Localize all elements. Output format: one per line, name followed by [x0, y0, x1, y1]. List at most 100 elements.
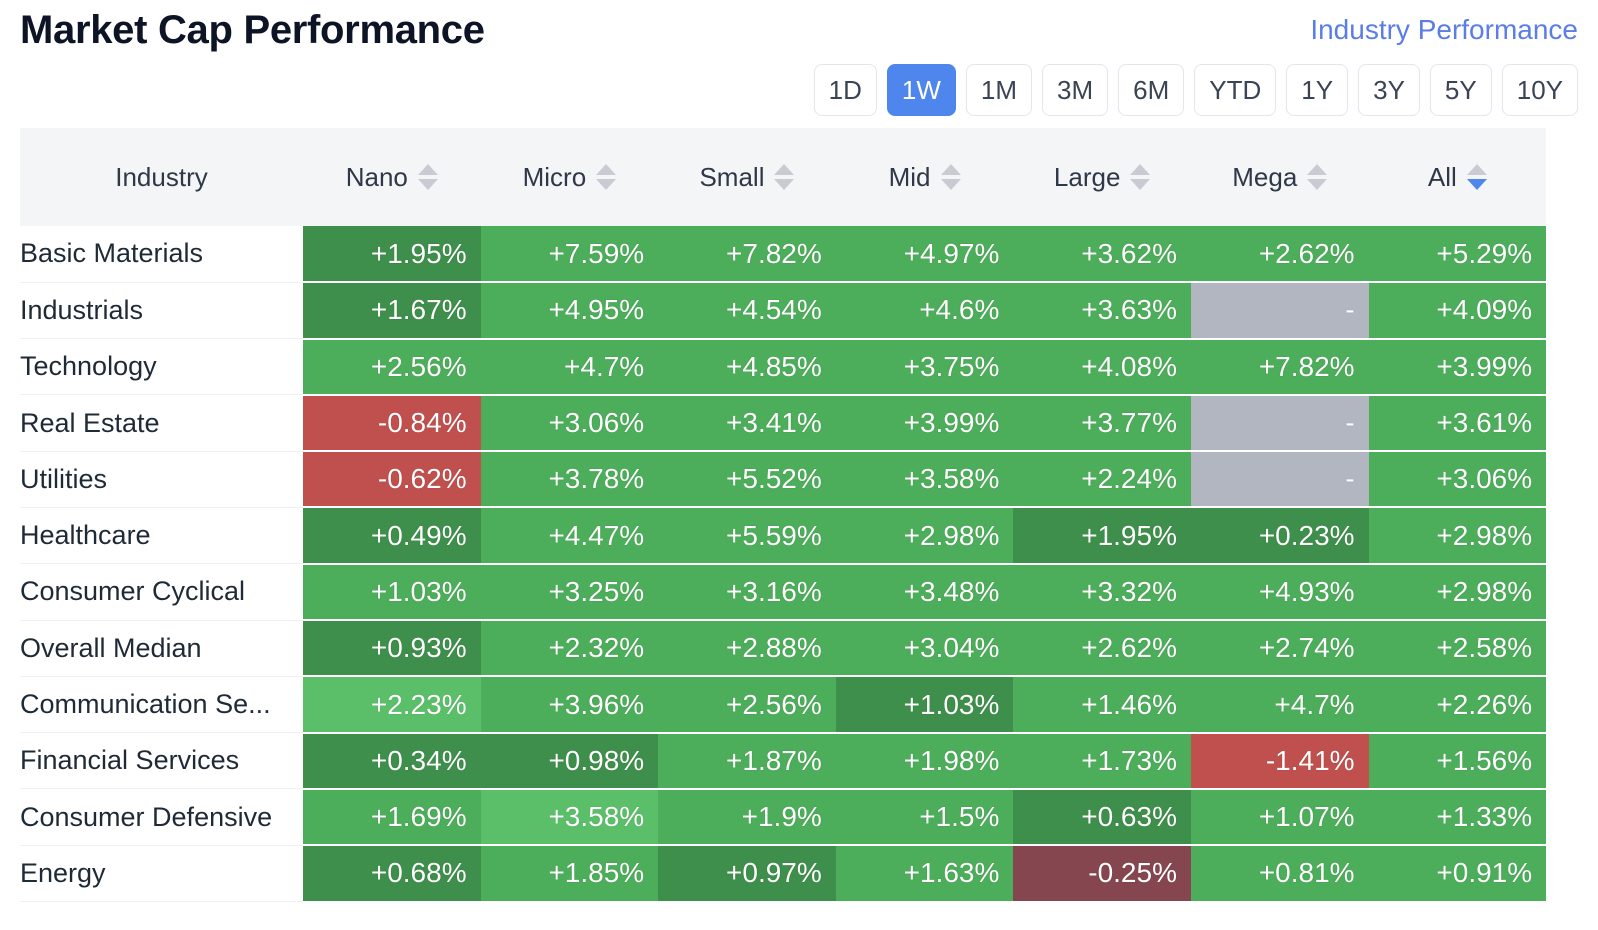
- performance-cell-micro: +0.98%: [480, 732, 659, 790]
- table-row[interactable]: Energy +0.68% +1.85% +0.97% +1.63% -0.25% +0.8…: [20, 845, 1547, 903]
- column-header-inner: Industry: [115, 162, 208, 193]
- period-button-1w[interactable]: 1W: [886, 64, 956, 116]
- column-header-inner: Large: [1054, 162, 1151, 193]
- performance-cell-large: +3.63%: [1013, 282, 1191, 340]
- performance-cell-small: +5.52%: [658, 451, 836, 509]
- sort-icon[interactable]: [596, 164, 617, 190]
- performance-cell-large: +1.73%: [1013, 732, 1191, 790]
- column-header-label: Mid: [888, 161, 931, 192]
- industry-performance-link[interactable]: Industry Performance: [1310, 14, 1578, 45]
- performance-cell-large: +3.77%: [1013, 394, 1191, 453]
- industry-name-cell[interactable]: Energy: [20, 845, 303, 903]
- sort-icon[interactable]: [1130, 164, 1151, 190]
- performance-cell-small: +3.16%: [658, 563, 836, 622]
- industry-name-cell[interactable]: Real Estate: [20, 394, 303, 452]
- table-row[interactable]: Real Estate -0.84% +3.06% +3.41% +3.99% +3.77…: [20, 394, 1547, 453]
- performance-cell-large: +3.32%: [1013, 563, 1191, 622]
- performance-cell-micro: +7.59%: [480, 226, 659, 284]
- performance-cell-nano: -0.84%: [303, 394, 481, 453]
- table-row[interactable]: Basic Materials +1.95% +7.59% +7.82% +4.97% +…: [20, 226, 1547, 284]
- performance-cell-all: +5.29%: [1368, 226, 1547, 284]
- table-row[interactable]: Healthcare +0.49% +4.47% +5.59% +2.98% +1.95%…: [20, 507, 1547, 565]
- performance-cell-small: +1.9%: [658, 788, 836, 847]
- period-button-3m[interactable]: 3M: [1042, 64, 1109, 116]
- table-row[interactable]: Overall Median +0.93% +2.32% +2.88% +3.04% +2…: [20, 620, 1547, 678]
- performance-cell-micro: +3.58%: [480, 788, 659, 847]
- performance-cell-nano: +0.49%: [303, 507, 481, 565]
- performance-cell-small: +5.59%: [658, 507, 836, 565]
- table-row[interactable]: Industrials +1.67% +4.95% +4.54% +4.6% +3.63%…: [20, 282, 1547, 340]
- industry-name-cell[interactable]: Industrials: [20, 282, 303, 340]
- performance-cell-small: +3.41%: [658, 394, 836, 453]
- table-row[interactable]: Communication Se... +2.23% +3.96% +2.56% +1.…: [20, 676, 1547, 734]
- sort-descending-arrow-icon: [1466, 179, 1487, 190]
- performance-cell-nano: +2.23%: [303, 676, 481, 734]
- sort-icon[interactable]: [774, 164, 795, 190]
- period-selector: 1D 1W 1M 3M 6M YTD 1Y 3Y 5Y 10Y: [813, 64, 1578, 116]
- industry-name-cell[interactable]: Consumer Cyclical: [20, 563, 303, 621]
- period-button-1m[interactable]: 1M: [965, 64, 1033, 116]
- performance-cell-mega: +0.23%: [1190, 507, 1369, 565]
- column-header-micro[interactable]: Micro: [480, 128, 659, 226]
- performance-cell-large: -0.25%: [1013, 845, 1191, 903]
- performance-cell-micro: +3.25%: [480, 563, 659, 622]
- table-header: Industry Nano Micro Small Mid Large Mega All: [20, 128, 1547, 226]
- sort-icon[interactable]: [1466, 164, 1487, 190]
- table-row[interactable]: Utilities -0.62% +3.78% +5.52% +3.58% +2.24% -…: [20, 451, 1547, 509]
- table-row[interactable]: Technology +2.56% +4.7% +4.85% +3.75% +4.08% +…: [20, 338, 1547, 396]
- column-header-mega[interactable]: Mega: [1190, 128, 1369, 226]
- performance-cell-large: +4.08%: [1013, 338, 1191, 396]
- industry-name-cell[interactable]: Technology: [20, 338, 303, 396]
- performance-cell-micro: +4.95%: [480, 282, 659, 340]
- sort-ascending-arrow-icon: [417, 164, 438, 175]
- sort-ascending-arrow-icon: [1466, 164, 1487, 175]
- sort-icon[interactable]: [417, 164, 438, 190]
- performance-cell-small: +7.82%: [658, 226, 836, 284]
- sort-icon[interactable]: [1307, 164, 1328, 190]
- period-button-ytd[interactable]: YTD: [1194, 64, 1277, 116]
- table-row[interactable]: Consumer Cyclical +1.03% +3.25% +3.16% +3.48…: [20, 563, 1547, 622]
- column-header-mid[interactable]: Mid: [835, 128, 1014, 226]
- performance-cell-nano: +1.69%: [303, 788, 481, 847]
- column-header-small[interactable]: Small: [658, 128, 836, 226]
- sort-ascending-arrow-icon: [596, 164, 617, 175]
- performance-cell-nano: +0.68%: [303, 845, 481, 903]
- industry-name-cell[interactable]: Utilities: [20, 451, 303, 508]
- industry-name-cell[interactable]: Overall Median: [20, 620, 303, 677]
- column-header-nano[interactable]: Nano: [303, 128, 481, 226]
- column-header-label: Mega: [1232, 161, 1298, 192]
- sort-descending-arrow-icon: [596, 179, 617, 190]
- performance-cell-large: +1.46%: [1013, 676, 1191, 734]
- table-row[interactable]: Consumer Defensive +1.69% +3.58% +1.9% +1.5%…: [20, 788, 1547, 847]
- period-button-1y[interactable]: 1Y: [1286, 64, 1349, 116]
- table-row[interactable]: Financial Services +0.34% +0.98% +1.87% +1.9…: [20, 732, 1547, 790]
- period-button-6m[interactable]: 6M: [1118, 64, 1185, 116]
- performance-cell-mega: -1.41%: [1190, 732, 1369, 790]
- table-body: Basic Materials +1.95% +7.59% +7.82% +4.97% +…: [20, 226, 1547, 903]
- sort-ascending-arrow-icon: [1307, 164, 1328, 175]
- column-header-industry[interactable]: Industry: [20, 128, 303, 226]
- performance-cell-all: +1.56%: [1368, 732, 1547, 790]
- performance-cell-nano: +1.95%: [303, 226, 481, 284]
- period-button-5y[interactable]: 5Y: [1429, 64, 1492, 116]
- performance-cell-mid: +3.75%: [835, 338, 1014, 396]
- industry-name-cell[interactable]: Consumer Defensive: [20, 788, 303, 846]
- column-header-label: Small: [699, 161, 765, 192]
- performance-cell-small: +2.56%: [658, 676, 836, 734]
- industry-name-cell[interactable]: Financial Services: [20, 732, 303, 790]
- performance-cell-micro: +2.32%: [480, 620, 659, 678]
- period-button-3y[interactable]: 3Y: [1358, 64, 1420, 116]
- column-header-all[interactable]: All: [1368, 128, 1547, 226]
- performance-cell-all: +2.58%: [1368, 620, 1547, 678]
- performance-cell-all: +3.99%: [1368, 338, 1547, 396]
- column-header-inner: Mid: [889, 162, 961, 193]
- industry-name-cell[interactable]: Basic Materials: [20, 226, 303, 283]
- industry-name-cell[interactable]: Communication Se...: [20, 676, 303, 734]
- column-header-large[interactable]: Large: [1013, 128, 1191, 226]
- industry-name-cell[interactable]: Healthcare: [20, 507, 303, 565]
- period-button-1d[interactable]: 1D: [813, 64, 877, 116]
- performance-cell-nano: +1.67%: [303, 282, 481, 340]
- period-button-10y[interactable]: 10Y: [1501, 64, 1578, 116]
- sort-icon[interactable]: [940, 164, 961, 190]
- performance-cell-mega: +4.93%: [1190, 563, 1369, 622]
